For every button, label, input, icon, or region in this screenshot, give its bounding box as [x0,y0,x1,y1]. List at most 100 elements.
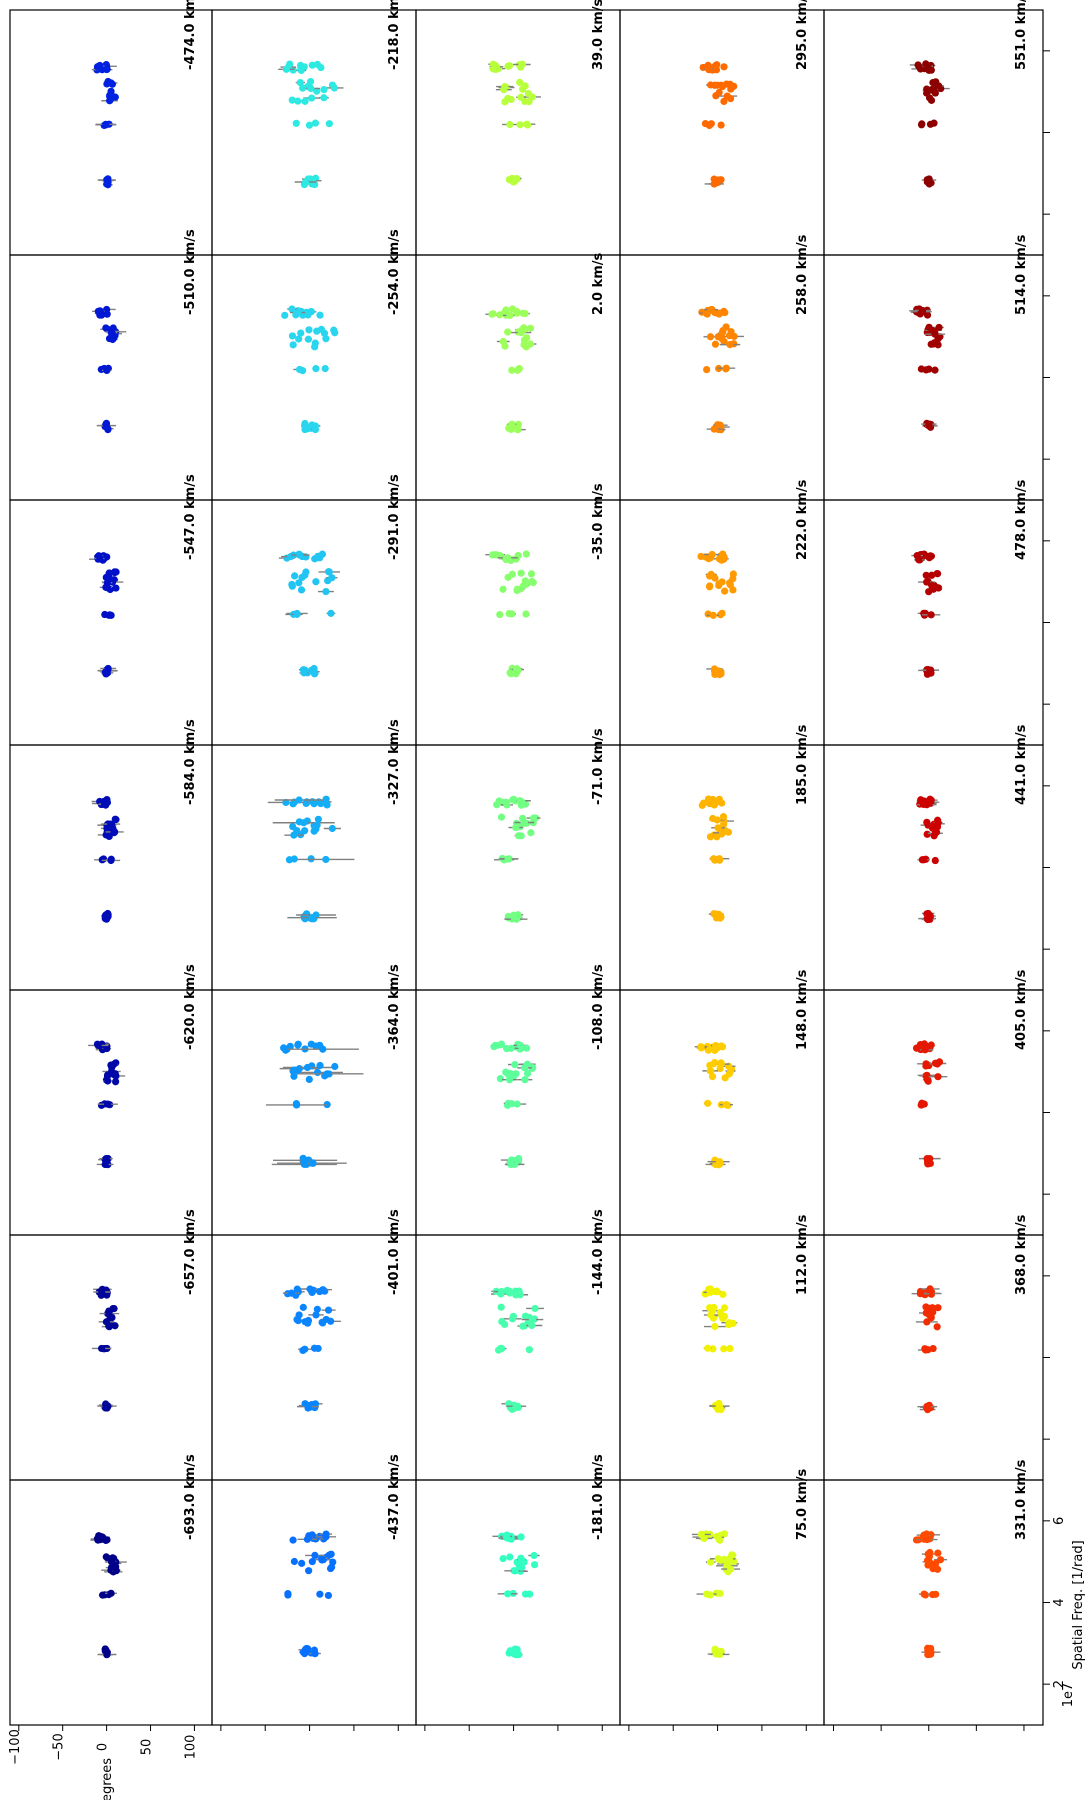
data-point [320,94,328,102]
data-point [293,1285,301,1293]
data-point [107,1589,115,1597]
data-point [711,856,719,864]
data-point [719,550,727,558]
data-point [923,818,931,826]
panel-0-3: 295.0 km/s [619,0,825,256]
velocity-label: -327.0 km/s [387,719,402,805]
data-point [297,64,305,72]
panel-3-2: -71.0 km/s [415,728,621,991]
panel-6-3: 75.0 km/s [619,1468,825,1726]
data-point [322,335,330,343]
data-point [327,609,335,617]
data-point [101,1591,109,1599]
data-point [97,365,105,374]
velocity-label: 295.0 km/s [795,0,810,70]
data-point [93,1040,102,1048]
data-point [503,1286,511,1295]
data-point [320,86,328,94]
data-point [288,305,296,313]
data-point [529,579,537,587]
data-point [718,82,727,91]
data-point [309,1159,317,1167]
data-point [305,1567,313,1575]
data-point [504,1590,512,1598]
velocity-label: -35.0 km/s [591,483,606,560]
panel-frame [823,499,1044,746]
data-point [107,856,115,865]
data-point [313,1068,322,1077]
data-point [96,554,104,563]
data-point [719,1290,727,1299]
data-point [720,63,728,71]
velocity-label: 514.0 km/s [1014,234,1029,315]
data-point [103,667,111,675]
data-point [323,1070,331,1078]
data-point [527,570,536,578]
y-tick-label: 0 [96,1743,111,1751]
data-point [531,1561,539,1569]
data-point [711,1322,719,1331]
data-point [328,824,336,833]
data-point [103,1536,111,1544]
data-point [707,1311,715,1319]
panel-4-2: -108.0 km/s [415,964,621,1236]
data-point [508,1100,516,1108]
data-point [933,1565,942,1573]
panel-6-2: -181.0 km/s [415,1454,621,1726]
data-point [522,610,530,618]
data-point [931,366,939,374]
velocity-label: 2.0 km/s [591,253,606,315]
data-point [520,819,528,827]
data-point [511,1287,519,1295]
velocity-label: -547.0 km/s [183,474,198,560]
data-point [712,797,721,806]
data-point [515,1651,523,1659]
data-point [711,667,719,675]
data-point [927,96,936,104]
data-point [519,1322,527,1330]
data-point [926,1289,934,1297]
data-point [328,574,336,582]
data-point [709,814,717,823]
panel-5-3: 112.0 km/s [619,1214,825,1481]
velocity-label: -108.0 km/s [591,964,606,1050]
data-point [913,1044,921,1052]
velocity-label: 405.0 km/s [1014,969,1029,1050]
data-point [505,424,513,432]
data-point [513,1100,521,1108]
data-point [330,84,338,92]
data-point [716,1589,724,1598]
data-point [512,823,520,832]
velocity-label: 478.0 km/s [1014,479,1029,560]
panel-4-0: -620.0 km/s [9,964,213,1236]
data-point [704,1099,712,1107]
velocity-label: 39.0 km/s [591,0,606,70]
data-point [104,1403,112,1411]
data-point [723,1560,731,1569]
data-point [502,798,510,806]
y-tick-label: 100 [183,1735,198,1760]
data-point [287,1289,296,1297]
data-point [504,94,512,102]
data-point [295,335,303,343]
panel-0-2: 39.0 km/s [415,0,621,256]
data-point [317,63,325,72]
data-point [305,1533,313,1541]
data-point [301,178,310,186]
data-point [299,1303,307,1311]
data-point [529,1064,537,1072]
data-point [929,1344,937,1353]
data-point [103,310,111,318]
data-point [318,550,327,558]
data-point [711,81,719,89]
data-point [107,1061,115,1069]
velocity-label: -437.0 km/s [387,1454,402,1540]
data-point [931,1059,940,1067]
data-point [925,911,933,919]
data-point [934,1073,942,1081]
data-point [720,1530,729,1538]
data-point [726,94,735,103]
data-point [513,1402,522,1410]
panel-6-0: -693.0 km/s [9,1454,213,1726]
data-point [721,587,729,595]
